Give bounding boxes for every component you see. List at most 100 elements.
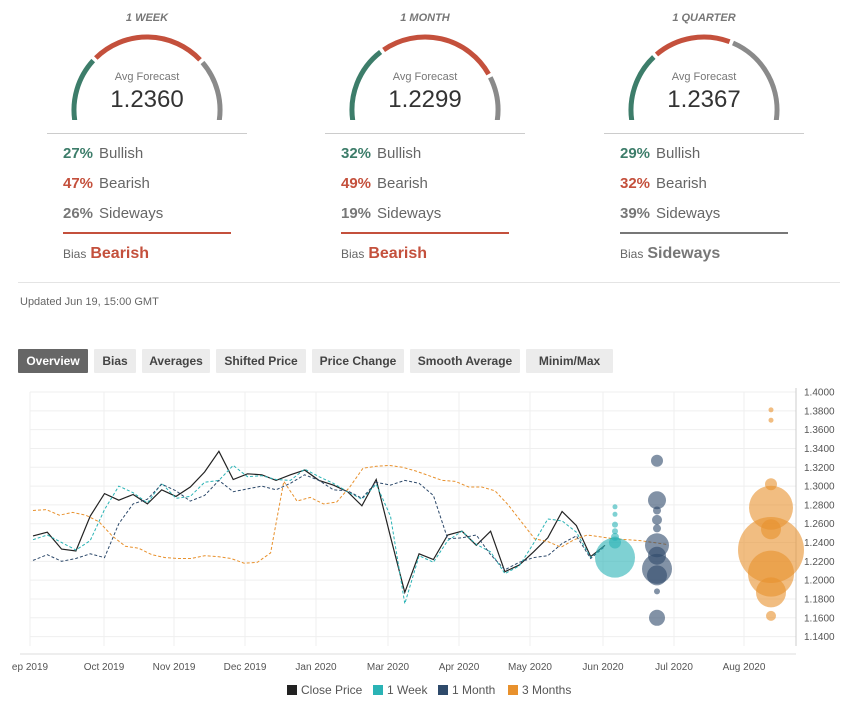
legend-item-1-week[interactable]: 1 Week <box>373 683 427 697</box>
tab-averages[interactable]: Averages <box>142 349 210 373</box>
tab-bias[interactable]: Bias <box>94 349 136 373</box>
sideways-pct: 19% <box>341 205 372 222</box>
y-tick-label: 1.2800 <box>804 500 835 511</box>
forecast-bubble-3-months <box>768 407 774 413</box>
bullish-row: 27% Bullish <box>63 145 143 162</box>
chart-legend-item: 1 Week <box>373 683 427 697</box>
forecast-bubble-1-month <box>654 588 660 595</box>
bias: Bias Bearish <box>341 245 427 263</box>
bias-value: Sideways <box>647 245 721 262</box>
gauge-arc-bearish <box>382 34 491 76</box>
sideways-pct: 39% <box>620 205 651 222</box>
period-label: 1 MONTH <box>400 12 450 24</box>
legend-label: 1 Month <box>452 683 496 697</box>
y-tick-label: 1.3200 <box>804 463 835 474</box>
legend-item-3-months[interactable]: 3 Months <box>508 683 571 697</box>
y-tick-label: 1.3400 <box>804 444 835 455</box>
bias: Bias Bearish <box>63 245 149 263</box>
forecast-gauge <box>628 34 780 120</box>
chart-legend-item: 1 Month <box>438 683 495 697</box>
sideways-label: Sideways <box>377 205 442 222</box>
forecast-bubble-1-month <box>647 565 667 586</box>
bearish-row: 47% Bearish <box>63 175 150 192</box>
bias-value: Bearish <box>90 245 150 262</box>
bullish-pct: 27% <box>63 145 94 162</box>
y-tick-label: 1.3800 <box>804 406 835 417</box>
bullish-row: 29% Bullish <box>620 145 700 162</box>
y-tick-label: 1.4000 <box>804 388 835 399</box>
x-axis: ep 2019 Oct 2019 Nov 2019 Dec 2019 Jan 2020 M… <box>12 653 796 673</box>
bearish-label: Bearish <box>377 175 428 192</box>
gauge-arc-sideways <box>488 76 501 120</box>
bias-label: Bias <box>341 247 365 261</box>
sideways-pct: 26% <box>63 205 94 222</box>
forecast-bubble-1-week <box>612 504 618 510</box>
forecast-bubble-1-month <box>649 609 665 626</box>
tab-smooth-average[interactable]: Smooth Average <box>410 349 520 373</box>
y-tick-label: 1.3600 <box>804 425 835 436</box>
updated-timestamp: Updated Jun 19, 15:00 GMT <box>20 296 159 308</box>
gauge-arc-sideways <box>731 40 780 120</box>
gauge-arc-bullish <box>349 50 383 120</box>
y-tick-label: 1.2400 <box>804 538 835 549</box>
avg-forecast-value: 1.2367 <box>667 86 741 113</box>
x-tick-label: Apr 2020 <box>439 662 480 673</box>
avg-forecast-label: Avg Forecast <box>114 71 180 83</box>
forecast-bubbles <box>595 407 804 626</box>
legend-swatch <box>508 685 518 695</box>
x-tick-label: ep 2019 <box>12 662 49 673</box>
sideways-label: Sideways <box>656 205 721 222</box>
bearish-pct: 49% <box>341 175 372 192</box>
tab-overview[interactable]: Overview <box>18 349 88 373</box>
series-line-1-week <box>32 464 606 604</box>
gauge-arc-sideways <box>200 60 223 120</box>
x-tick-label: Jul 2020 <box>655 662 693 673</box>
gauge-arc-bullish <box>628 55 656 120</box>
bearish-label: Bearish <box>99 175 150 192</box>
period-label: 1 QUARTER <box>672 12 736 24</box>
avg-forecast-value: 1.2360 <box>110 86 184 113</box>
gauge-arc-bullish <box>71 58 96 120</box>
forecast-bubble-3-months <box>756 577 786 608</box>
bearish-pct: 47% <box>63 175 94 192</box>
bias-label: Bias <box>620 247 644 261</box>
bias: Bias Sideways <box>620 245 720 263</box>
chart-legend-item: 3 Months <box>508 683 571 697</box>
tab-shifted-price[interactable]: Shifted Price <box>216 349 306 373</box>
legend-swatch <box>373 685 383 695</box>
bullish-label: Bullish <box>99 145 144 162</box>
divider <box>325 133 525 134</box>
legend-item-close-price[interactable]: Close Price <box>287 683 362 697</box>
x-tick-label: Mar 2020 <box>367 662 410 673</box>
bullish-pct: 29% <box>620 145 651 162</box>
period-label: 1 WEEK <box>125 12 169 24</box>
y-tick-label: 1.2200 <box>804 557 835 568</box>
sideways-label: Sideways <box>99 205 164 222</box>
forecast-bubble-1-month <box>648 491 666 510</box>
legend-label: 3 Months <box>522 683 572 697</box>
divider <box>604 133 804 134</box>
bullish-pct: 32% <box>341 145 372 162</box>
bearish-label: Bearish <box>656 175 707 192</box>
x-tick-label: May 2020 <box>508 662 552 673</box>
chart-legend: Close Price <box>287 683 362 697</box>
x-tick-label: Oct 2019 <box>84 662 125 673</box>
y-tick-label: 1.2000 <box>804 576 835 587</box>
forecast-panel-quarter: 1 QUARTER Avg Forecast 1.2367 29% Bullish… <box>604 0 846 280</box>
x-tick-label: Jun 2020 <box>582 662 624 673</box>
forecast-bubble-1-month <box>652 514 662 525</box>
legend-label: Close Price <box>301 683 363 697</box>
bearish-pct: 32% <box>620 175 651 192</box>
tab-minim-max[interactable]: Minim/Max <box>526 349 613 373</box>
x-tick-label: Dec 2019 <box>224 662 267 673</box>
x-tick-label: Aug 2020 <box>723 662 766 673</box>
tab-price-change[interactable]: Price Change <box>312 349 404 373</box>
avg-forecast-label: Avg Forecast <box>671 71 737 83</box>
forecast-chart: 1.4000 1.3800 1.3600 1.3400 1.3200 1.3000 1.28… <box>12 388 835 674</box>
legend-item-1-month[interactable]: 1 Month <box>438 683 495 697</box>
bias-label: Bias <box>63 247 87 261</box>
forecast-bubble-3-months <box>749 485 793 530</box>
bias-underline <box>341 232 509 234</box>
forecast-bubble-3-months <box>766 610 776 621</box>
bias-value: Bearish <box>368 245 428 262</box>
